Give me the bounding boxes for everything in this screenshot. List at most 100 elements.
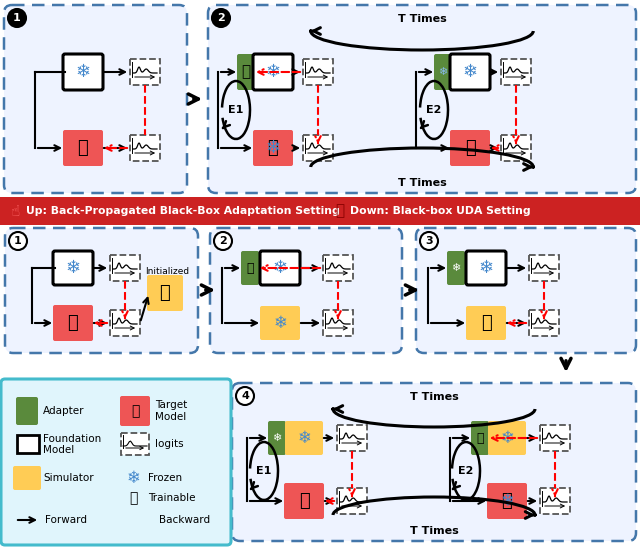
Text: ❄: ❄: [500, 492, 514, 510]
FancyBboxPatch shape: [4, 5, 187, 193]
Text: E2: E2: [426, 105, 442, 115]
Text: 🔥: 🔥: [476, 431, 484, 444]
Circle shape: [212, 9, 230, 27]
Circle shape: [214, 232, 232, 250]
Text: 🔥: 🔥: [246, 261, 253, 275]
FancyBboxPatch shape: [487, 483, 527, 519]
Text: 🔥: 🔥: [465, 139, 476, 157]
Text: 1: 1: [13, 13, 21, 23]
Bar: [110, 255, 140, 281]
Text: E1: E1: [256, 466, 272, 476]
Bar: [337, 488, 367, 514]
Circle shape: [420, 232, 438, 250]
Text: Initialized: Initialized: [145, 266, 189, 276]
FancyBboxPatch shape: [488, 421, 526, 455]
Bar: [323, 310, 353, 336]
Text: 🔥: 🔥: [481, 314, 492, 332]
Text: 2: 2: [217, 13, 225, 23]
Text: 🔥: 🔥: [241, 64, 251, 80]
Circle shape: [236, 387, 254, 405]
Bar: [337, 425, 367, 451]
FancyBboxPatch shape: [53, 251, 93, 285]
FancyBboxPatch shape: [260, 251, 300, 285]
Text: Foundation: Foundation: [43, 434, 101, 444]
Bar: [540, 488, 570, 514]
FancyBboxPatch shape: [253, 54, 293, 90]
FancyBboxPatch shape: [260, 306, 300, 340]
Text: ❄: ❄: [451, 263, 461, 273]
Text: logits: logits: [155, 439, 184, 449]
Text: Target: Target: [155, 400, 188, 410]
FancyBboxPatch shape: [63, 54, 103, 90]
FancyBboxPatch shape: [434, 54, 452, 90]
FancyBboxPatch shape: [450, 54, 490, 90]
FancyBboxPatch shape: [1, 379, 231, 545]
Text: 🔥: 🔥: [68, 314, 78, 332]
Text: 4: 4: [241, 391, 249, 401]
FancyBboxPatch shape: [253, 130, 293, 166]
Text: 🔥: 🔥: [131, 404, 139, 418]
Text: Adapter: Adapter: [43, 406, 84, 416]
Text: ❄: ❄: [438, 67, 448, 77]
Text: 🔥: 🔥: [159, 284, 170, 302]
Text: 🔥: 🔥: [268, 139, 278, 157]
FancyBboxPatch shape: [285, 421, 323, 455]
Text: ❄: ❄: [76, 63, 91, 81]
Text: ❄: ❄: [463, 63, 477, 81]
FancyBboxPatch shape: [13, 466, 41, 490]
Circle shape: [9, 232, 27, 250]
Bar: [323, 255, 353, 281]
Circle shape: [8, 9, 26, 27]
Bar: [303, 59, 333, 85]
FancyBboxPatch shape: [241, 251, 259, 285]
Bar: [303, 135, 333, 161]
Text: 2: 2: [219, 236, 227, 246]
Text: ❄: ❄: [272, 433, 282, 443]
Bar: [540, 425, 570, 451]
Text: ❄: ❄: [297, 429, 311, 447]
Bar: [501, 135, 531, 161]
Bar: [130, 59, 160, 85]
Text: T Times: T Times: [397, 14, 446, 24]
Bar: [121, 433, 149, 455]
Text: 🔥: 🔥: [77, 139, 88, 157]
Text: E1: E1: [228, 105, 244, 115]
FancyBboxPatch shape: [268, 421, 286, 455]
FancyBboxPatch shape: [208, 5, 636, 193]
Bar: [501, 59, 531, 85]
Bar: [0, 197, 640, 225]
Bar: [110, 310, 140, 336]
FancyBboxPatch shape: [447, 251, 465, 285]
FancyBboxPatch shape: [120, 396, 150, 426]
FancyBboxPatch shape: [466, 251, 506, 285]
Text: 👇: 👇: [335, 203, 344, 219]
Bar: [130, 135, 160, 161]
Text: ❄: ❄: [65, 259, 81, 277]
Text: ❄: ❄: [266, 139, 280, 157]
FancyBboxPatch shape: [237, 54, 255, 90]
FancyBboxPatch shape: [416, 228, 636, 353]
Text: T Times: T Times: [410, 392, 458, 402]
FancyBboxPatch shape: [5, 228, 198, 353]
Text: 🔥: 🔥: [129, 491, 137, 505]
FancyBboxPatch shape: [232, 383, 636, 541]
FancyBboxPatch shape: [53, 305, 93, 341]
Text: T Times: T Times: [397, 178, 446, 188]
Text: ❄: ❄: [266, 63, 280, 81]
FancyBboxPatch shape: [284, 483, 324, 519]
FancyBboxPatch shape: [147, 275, 183, 311]
Text: ❄: ❄: [479, 259, 493, 277]
Text: ❄: ❄: [126, 469, 140, 487]
Text: ❄: ❄: [273, 259, 287, 277]
Text: Up: Back-Propagated Black-Box Adaptation Setting: Up: Back-Propagated Black-Box Adaptation…: [26, 206, 340, 216]
FancyBboxPatch shape: [16, 397, 38, 425]
Text: 🔥: 🔥: [299, 492, 309, 510]
Text: Simulator: Simulator: [43, 473, 93, 483]
Text: Backward: Backward: [159, 515, 210, 525]
Text: Model: Model: [155, 412, 186, 422]
FancyBboxPatch shape: [466, 306, 506, 340]
Bar: [17, 435, 39, 453]
FancyBboxPatch shape: [471, 421, 489, 455]
Bar: [529, 310, 559, 336]
Text: 🔥: 🔥: [502, 492, 513, 510]
